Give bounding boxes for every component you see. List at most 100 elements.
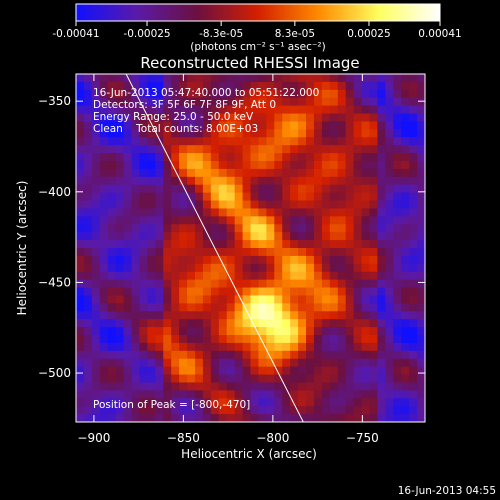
heatmap-cell [393, 366, 402, 376]
heatmap-cell [266, 89, 275, 99]
heatmap-cell [250, 374, 260, 384]
heatmap-cell [123, 121, 133, 130]
heatmap-cell [139, 414, 148, 422]
heatmap-cell [91, 74, 101, 83]
heatmap-cell [218, 192, 228, 202]
heatmap-cell [313, 105, 323, 115]
heatmap-cell [337, 145, 347, 154]
heatmap-cell [187, 145, 196, 154]
heatmap-cell [107, 374, 117, 384]
heatmap-cell [194, 192, 204, 202]
heatmap-cell [155, 121, 164, 130]
plot-area [75, 73, 426, 423]
heatmap-cell [218, 311, 228, 320]
heatmap-cell [187, 184, 196, 194]
heatmap-cell [258, 105, 267, 115]
heatmap-cell [377, 327, 386, 336]
heatmap-cell [115, 366, 125, 376]
heatmap-cell [266, 263, 275, 273]
heatmap-cell [202, 350, 212, 360]
heatmap-cell [250, 279, 260, 289]
heatmap-cell [202, 105, 212, 115]
heatmap-cell [179, 129, 188, 138]
heatmap-cell [187, 398, 196, 407]
heatmap-cell [202, 89, 212, 99]
heatmap-cell [226, 319, 236, 328]
heatmap-cell [194, 342, 204, 352]
heatmap-cell [385, 303, 394, 312]
heatmap-cell [194, 200, 204, 210]
heatmap-cell [266, 350, 275, 360]
heatmap-cell [123, 382, 133, 391]
heatmap-cell [337, 271, 347, 281]
heatmap-cell [329, 113, 339, 123]
heatmap-cell [76, 271, 85, 281]
heatmap-cell [266, 398, 275, 407]
heatmap-cell [298, 121, 307, 130]
heatmap-cell [345, 74, 355, 83]
heatmap-cell [345, 303, 355, 312]
heatmap-cell [377, 153, 386, 162]
heatmap-cell [226, 406, 236, 415]
heatmap-cell [123, 319, 133, 328]
heatmap-cell [306, 81, 315, 91]
heatmap-cell [282, 295, 291, 304]
heatmap-cell [258, 366, 267, 376]
heatmap-cell [409, 335, 418, 344]
heatmap-cell [163, 255, 172, 265]
heatmap-cell [155, 208, 164, 217]
heatmap-cell [266, 113, 275, 123]
heatmap-cell [353, 303, 363, 312]
heatmap-cell [266, 74, 275, 83]
heatmap-cell [361, 97, 371, 107]
heatmap-cell [194, 350, 204, 360]
heatmap-cell [210, 161, 220, 170]
heatmap-cell [258, 192, 267, 202]
heatmap-cell [194, 263, 204, 273]
heatmap-cell [76, 81, 85, 91]
heatmap-cell [202, 271, 212, 281]
heatmap-cell [147, 216, 156, 225]
heatmap-cell [329, 358, 339, 368]
heatmap-cell [401, 295, 410, 304]
heatmap-cell [210, 184, 220, 194]
heatmap-cell [179, 374, 188, 384]
heatmap-cell [401, 129, 410, 138]
heatmap-cell [163, 374, 172, 384]
heatmap-cell [313, 255, 323, 265]
heatmap-cell [345, 327, 355, 336]
heatmap-cell [417, 97, 425, 107]
heatmap-cell [298, 145, 307, 154]
heatmap-cell [139, 216, 148, 225]
heatmap-cell [385, 105, 394, 115]
heatmap-cell [250, 192, 260, 202]
heatmap-cell [218, 232, 228, 241]
heatmap-cell [147, 287, 156, 297]
heatmap-cell [313, 129, 323, 138]
heatmap-cell [258, 271, 267, 281]
heatmap-cell [99, 342, 109, 352]
heatmap-cell [345, 263, 355, 273]
heatmap-cell [76, 350, 85, 360]
heatmap-cell [155, 406, 164, 415]
heatmap-cell [393, 105, 402, 115]
heatmap-cell [226, 279, 236, 289]
plot-frame [75, 73, 426, 423]
heatmap-cell [321, 279, 331, 289]
heatmap-cell [83, 342, 93, 352]
heatmap-cell [306, 224, 315, 233]
heatmap-cell [226, 168, 236, 178]
heatmap-cell [409, 374, 418, 384]
heatmap-cell [115, 374, 125, 384]
heatmap-cell [226, 74, 236, 83]
heatmap-cell [282, 287, 291, 297]
heatmap-cell [187, 255, 196, 265]
heatmap-cell [107, 358, 117, 368]
heatmap-cell [99, 263, 109, 273]
x-tick-label: −750 [346, 431, 379, 445]
heatmap-cell [99, 398, 109, 407]
heatmap-cell [401, 303, 410, 312]
heatmap-cell [306, 74, 315, 83]
heatmap-cell [107, 176, 117, 186]
heatmap-cell [179, 113, 188, 123]
